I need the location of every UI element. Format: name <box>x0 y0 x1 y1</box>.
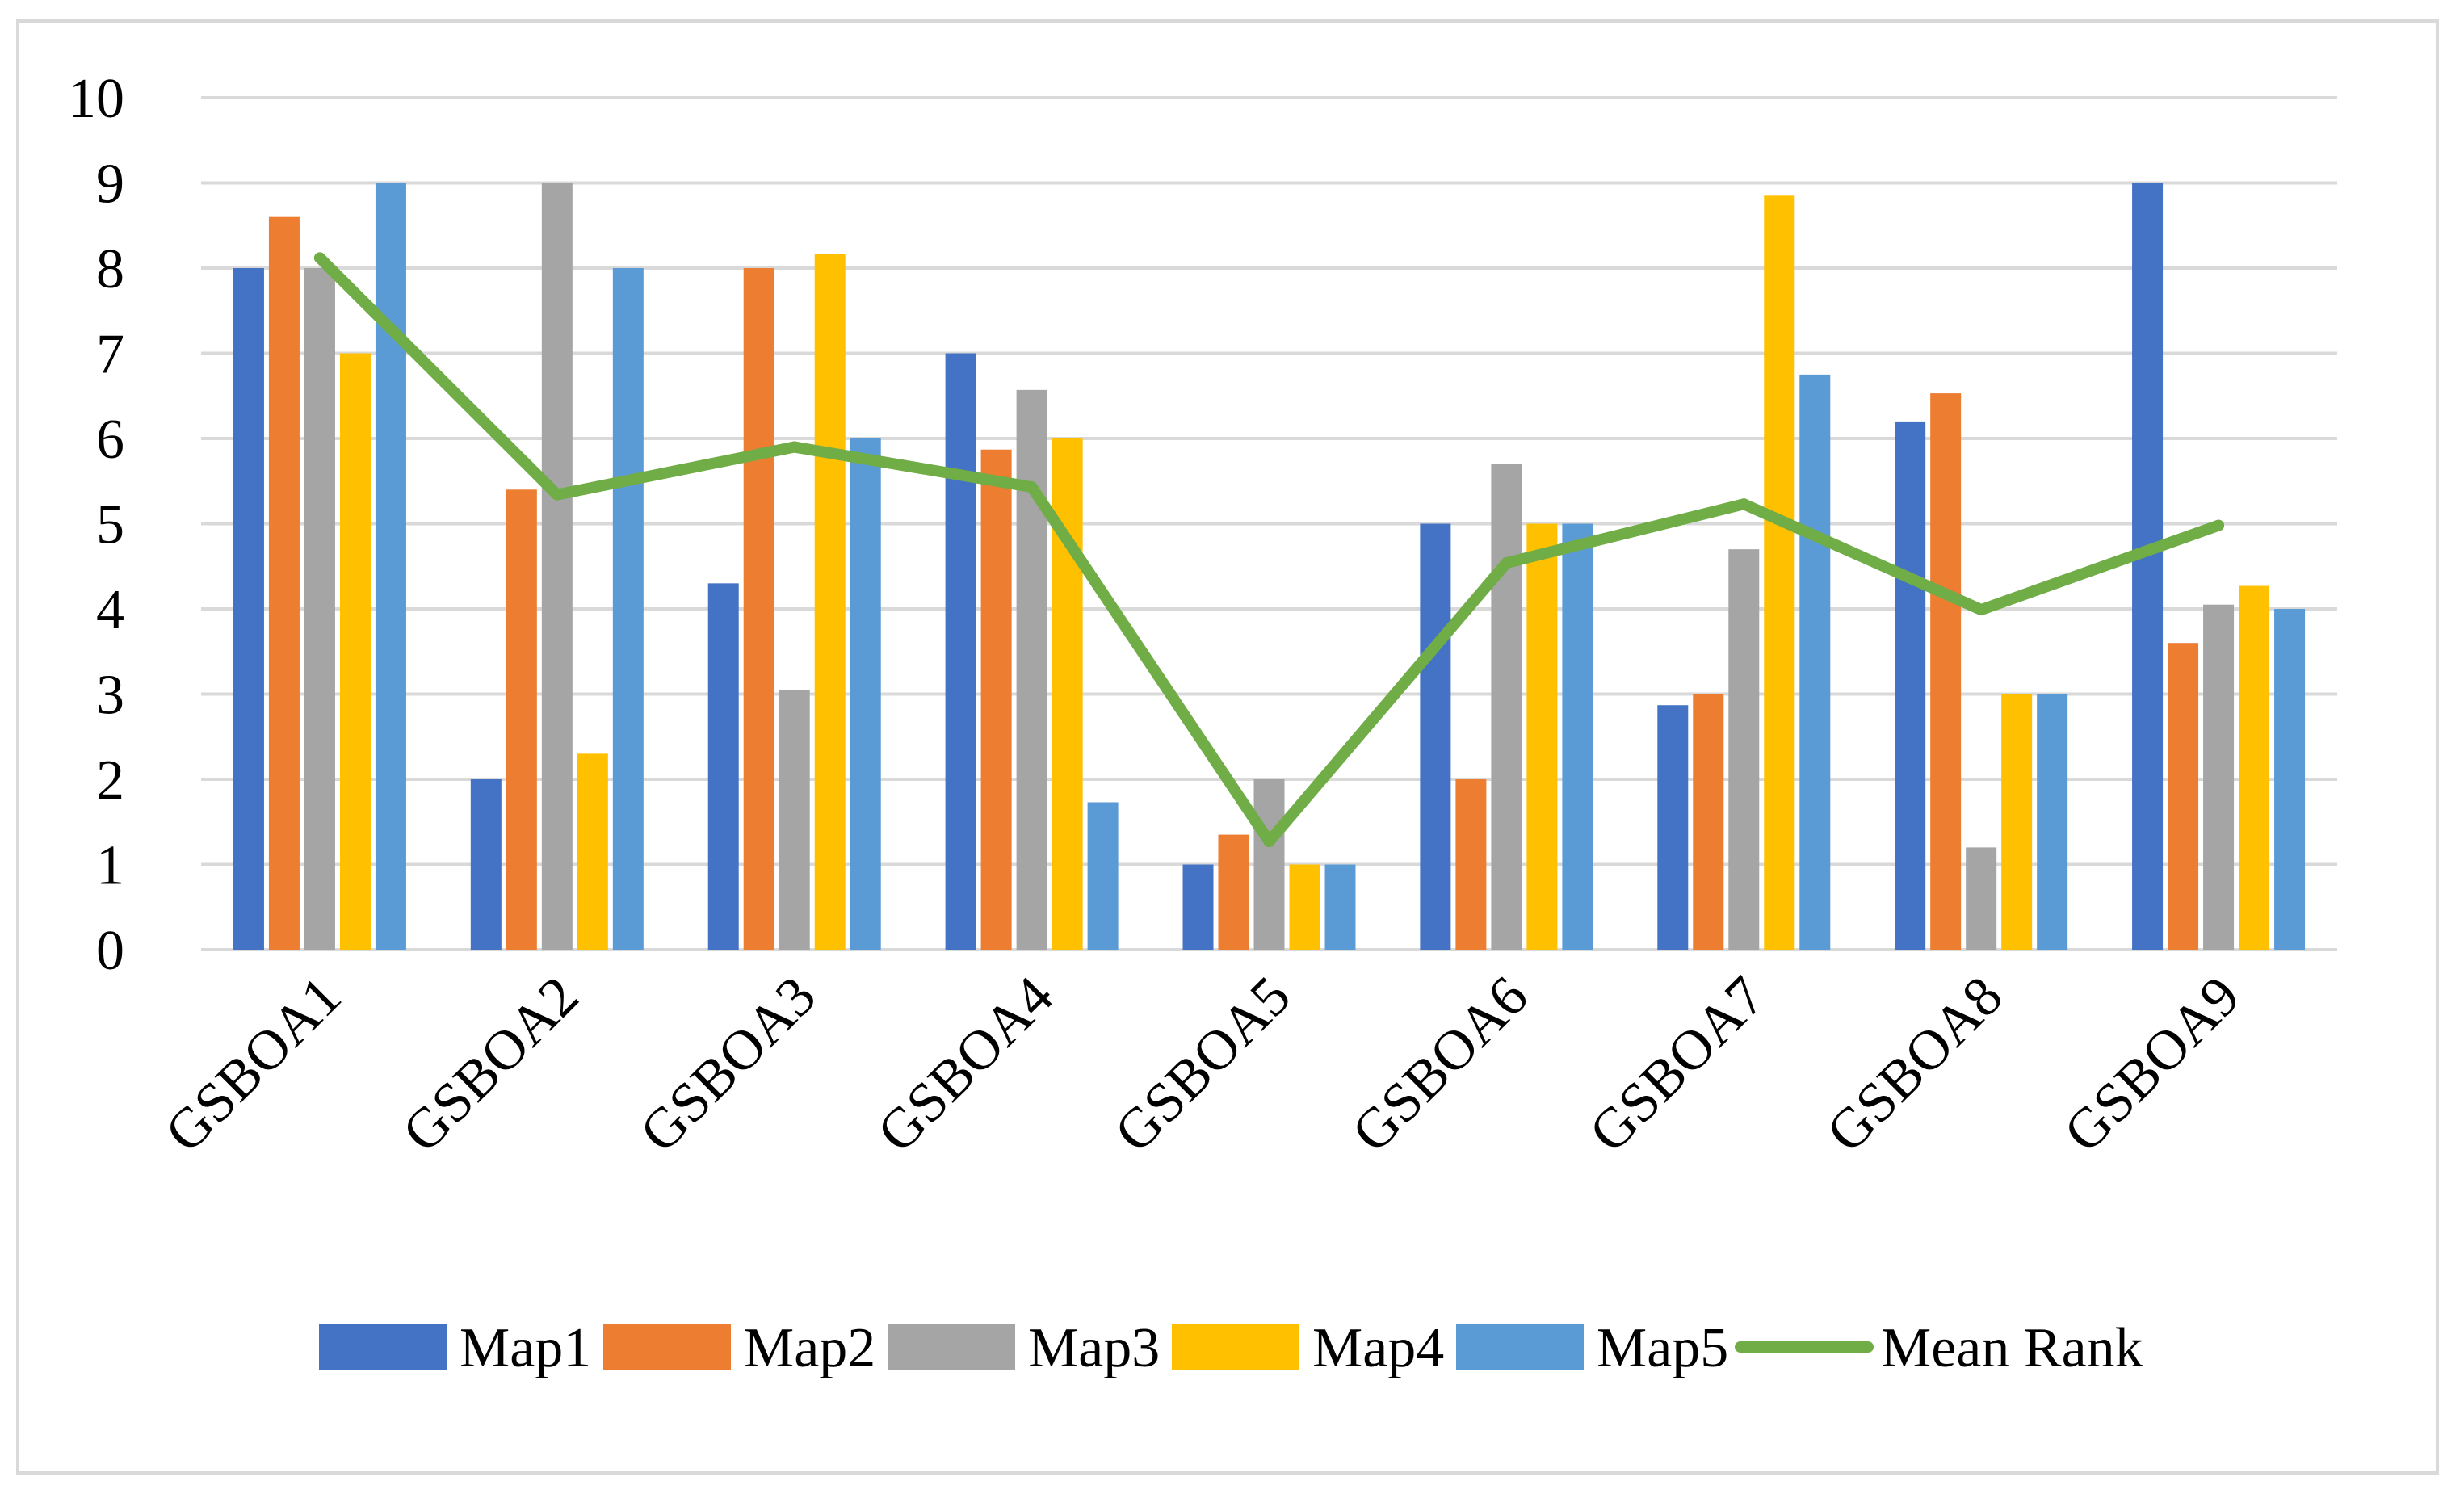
legend-swatch-map4 <box>1172 1324 1299 1370</box>
bar-map2-gsboa5 <box>1218 834 1249 950</box>
bar-map2-gsboa8 <box>1930 393 1962 950</box>
x-category-label-gsboa1: GSBOA1 <box>153 965 353 1164</box>
x-category-label-gsboa5: GSBOA5 <box>1103 965 1303 1164</box>
y-tick-label-3: 3 <box>96 665 124 727</box>
point-mean-rank-gsboa6 <box>1501 557 1513 569</box>
y-tick-label-1: 1 <box>96 835 124 897</box>
bar-map2-gsboa2 <box>506 489 537 950</box>
bar-map4-gsboa5 <box>1289 864 1320 950</box>
bar-map3-gsboa3 <box>779 690 810 950</box>
bar-map2-gsboa7 <box>1693 694 1724 950</box>
legend-swatch-map3 <box>888 1324 1015 1370</box>
bar-map2-gsboa1 <box>268 216 300 950</box>
bar-map3-gsboa1 <box>304 268 335 950</box>
bar-map3-gsboa9 <box>2203 604 2235 950</box>
x-category-label-gsboa6: GSBOA6 <box>1341 965 1540 1164</box>
y-tick-label-8: 8 <box>96 238 124 300</box>
y-tick-label-4: 4 <box>96 579 124 641</box>
legend-label-map4: Map4 <box>1312 1317 1444 1379</box>
point-mean-rank-gsboa1 <box>313 252 325 264</box>
y-tick-label-9: 9 <box>96 153 124 216</box>
bar-map3-gsboa5 <box>1253 779 1285 950</box>
x-category-label-gsboa8: GSBOA8 <box>1815 965 2015 1164</box>
point-mean-rank-gsboa3 <box>788 441 800 453</box>
point-mean-rank-gsboa7 <box>1738 498 1750 510</box>
bar-map5-gsboa6 <box>1562 523 1593 950</box>
bar-map1-gsboa7 <box>1657 705 1689 950</box>
y-tick-label-10: 10 <box>68 68 124 130</box>
bar-map4-gsboa8 <box>2001 694 2033 950</box>
y-tick-label-2: 2 <box>96 749 124 812</box>
bar-map5-gsboa9 <box>2274 609 2306 950</box>
bar-map4-gsboa3 <box>814 254 846 950</box>
bar-map2-gsboa9 <box>2168 643 2199 950</box>
bar-map1-gsboa5 <box>1182 864 1214 950</box>
legend: Map1 Map2 Map3 Map4 Map5 Mean Rank <box>319 1317 2143 1379</box>
bar-map4-gsboa6 <box>1526 523 1558 950</box>
bar-map1-gsboa6 <box>1420 523 1451 950</box>
bar-map2-gsboa4 <box>980 449 1012 950</box>
legend-label-map3: Map3 <box>1028 1317 1160 1379</box>
point-mean-rank-gsboa8 <box>1975 604 1988 616</box>
bar-map5-gsboa8 <box>2037 694 2068 950</box>
bar-map5-gsboa5 <box>1324 864 1356 950</box>
x-category-label-gsboa2: GSBOA2 <box>391 965 590 1164</box>
bars <box>233 183 2306 950</box>
bar-map4-gsboa1 <box>339 353 371 950</box>
legend-swatch-map2 <box>603 1324 731 1370</box>
bar-map1-gsboa1 <box>233 268 264 950</box>
bar-map3-gsboa7 <box>1728 549 1760 950</box>
bar-map4-gsboa9 <box>2239 585 2270 950</box>
legend-label-map5: Map5 <box>1597 1317 1728 1379</box>
y-axis-tick-labels: 0 1 2 3 4 5 6 7 8 9 10 <box>68 68 124 982</box>
x-category-label-gsboa7: GSBOA7 <box>1578 965 1778 1164</box>
bar-map1-gsboa4 <box>945 353 976 950</box>
x-axis-category-labels: GSBOA1 GSBOA2 GSBOA3 GSBOA4 GSBOA5 GSBOA6 GSBO… <box>153 965 2252 1164</box>
bar-map3-gsboa6 <box>1491 464 1522 950</box>
chart-frame: 0 1 2 3 4 5 6 7 8 9 10 GSBOA1 GSBOA2 GSBOA3 GSBOA4 GSB… <box>16 19 2439 1475</box>
point-mean-rank-gsboa9 <box>2213 519 2225 531</box>
bar-map5-gsboa2 <box>612 268 644 950</box>
y-tick-label-7: 7 <box>96 324 124 386</box>
legend-label-map2: Map2 <box>744 1317 875 1379</box>
bar-map2-gsboa3 <box>743 268 774 950</box>
y-tick-label-5: 5 <box>96 494 124 556</box>
bar-map1-gsboa2 <box>470 779 502 950</box>
point-mean-rank-gsboa5 <box>1263 836 1275 848</box>
bar-map5-gsboa3 <box>850 438 881 950</box>
bar-map3-gsboa4 <box>1016 389 1047 950</box>
bar-map3-gsboa2 <box>541 183 573 950</box>
x-category-label-gsboa9: GSBOA9 <box>2052 965 2252 1164</box>
legend-label-mean-rank: Mean Rank <box>1881 1317 2143 1379</box>
bar-map1-gsboa3 <box>707 583 739 950</box>
mean-rank-line-layer <box>313 252 2225 848</box>
bar-map5-gsboa1 <box>375 183 406 950</box>
bar-map4-gsboa2 <box>577 753 608 950</box>
legend-swatch-map5 <box>1456 1324 1584 1370</box>
bar-map1-gsboa8 <box>1895 421 1926 950</box>
legend-swatch-map1 <box>319 1324 447 1370</box>
legend-label-map1: Map1 <box>460 1317 591 1379</box>
y-tick-label-6: 6 <box>96 409 124 471</box>
x-category-label-gsboa4: GSBOA4 <box>866 965 1065 1164</box>
bar-map4-gsboa7 <box>1764 195 1795 950</box>
x-category-label-gsboa3: GSBOA3 <box>628 965 828 1164</box>
bar-map3-gsboa8 <box>1966 847 1997 950</box>
bar-map5-gsboa7 <box>1799 374 1831 950</box>
bar-map2-gsboa6 <box>1455 779 1487 950</box>
y-tick-label-0: 0 <box>96 920 124 982</box>
bar-map5-gsboa4 <box>1087 802 1119 950</box>
point-mean-rank-gsboa4 <box>1026 481 1038 493</box>
point-mean-rank-gsboa2 <box>551 489 563 501</box>
bar-map1-gsboa9 <box>2132 183 2164 950</box>
